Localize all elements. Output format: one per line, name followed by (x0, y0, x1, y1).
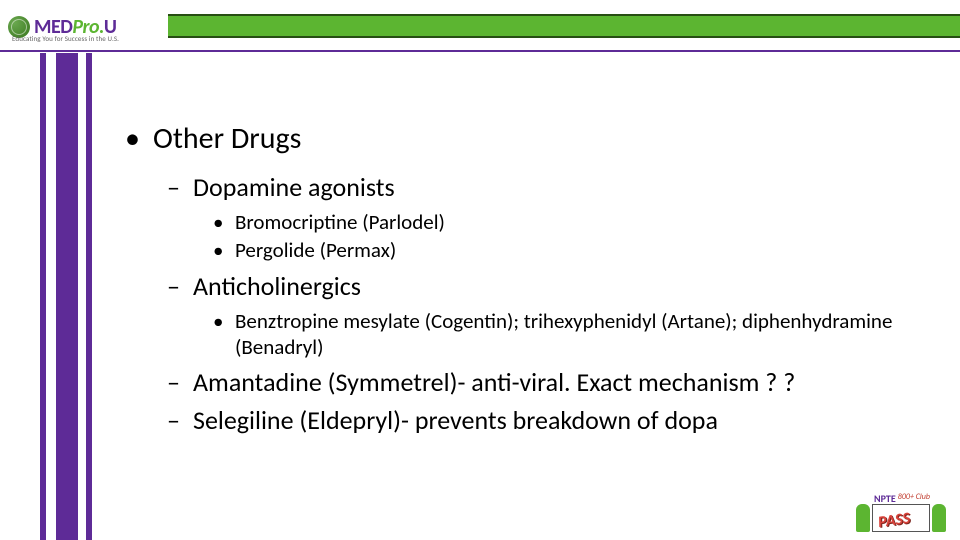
content-area: • Other Drugs – Dopamine agonists • Brom… (125, 120, 920, 442)
bullet-dash-icon: – (167, 270, 193, 302)
figure-icon (932, 504, 946, 532)
slide: MED Pro. U Educating You for Success in … (0, 0, 960, 540)
bullet-dot-icon: • (213, 209, 235, 235)
figure-icon (856, 504, 870, 532)
bullet-dot-icon: • (213, 308, 235, 361)
lvl1-text: Other Drugs (153, 120, 301, 157)
bullet-lvl2: – Amantadine (Symmetrel)- anti-viral. Ex… (167, 366, 920, 398)
bullet-lvl3: • Benztropine mesylate (Cogentin); trihe… (213, 308, 920, 361)
lvl2-text: Dopamine agonists (193, 171, 395, 203)
bullet-lvl1: • Other Drugs (125, 120, 920, 157)
left-stripe-thin-1 (40, 53, 46, 540)
bullet-lvl3: • Bromocriptine (Parlodel) (213, 209, 920, 235)
bullet-lvl2: – Dopamine agonists (167, 171, 920, 203)
lvl2-text: Anticholinergics (193, 270, 361, 302)
bullet-dash-icon: – (167, 404, 193, 436)
bullet-dot-icon: • (125, 120, 153, 157)
bullet-lvl2: – Selegiline (Eldepryl)- prevents breakd… (167, 404, 920, 436)
lvl3-text: Pergolide (Permax) (235, 237, 396, 263)
left-stripe-thick (56, 53, 78, 540)
header-green-bar (168, 14, 960, 38)
bullet-dash-icon: – (167, 171, 193, 203)
bullet-lvl3: • Pergolide (Permax) (213, 237, 920, 263)
lvl3-text: Benztropine mesylate (Cogentin); trihexy… (235, 308, 920, 361)
npte-pass-badge: NPTE 800+ Club PASS (856, 492, 946, 532)
lvl2-text: Selegiline (Eldepryl)- prevents breakdow… (193, 404, 718, 436)
lvl3-text: Bromocriptine (Parlodel) (235, 209, 445, 235)
bullet-dot-icon: • (213, 237, 235, 263)
header-underline (0, 50, 960, 52)
bullet-lvl2: – Anticholinergics (167, 270, 920, 302)
bullet-dash-icon: – (167, 366, 193, 398)
left-stripe-thin-2 (86, 53, 92, 540)
lvl2-text: Amantadine (Symmetrel)- anti-viral. Exac… (193, 366, 795, 398)
logo-tagline: Educating You for Success in the U.S. (12, 34, 119, 43)
badge-club-label: 800+ Club (898, 492, 930, 502)
